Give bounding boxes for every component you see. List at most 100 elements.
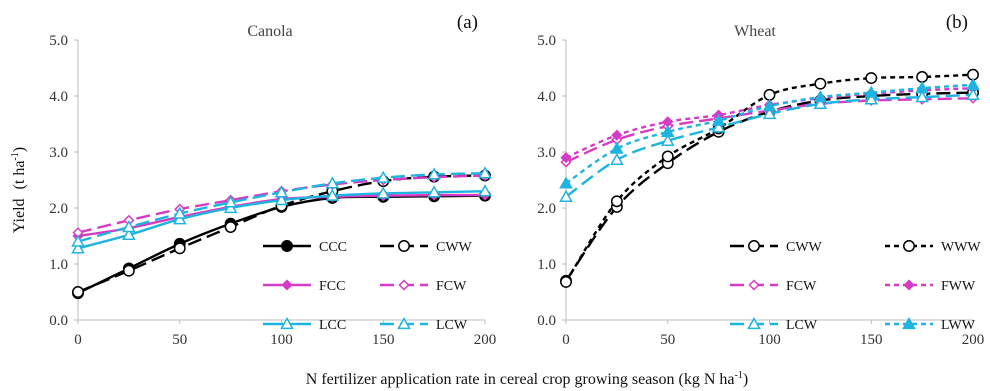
x-axis-label: N fertilizer application rate in cereal …: [306, 370, 748, 388]
legend-item-cww: CWW: [380, 240, 473, 255]
data-point: [559, 176, 573, 189]
legend-marker: [902, 316, 916, 330]
data-point: [915, 81, 929, 94]
legend-item-lcc: LCC: [263, 316, 346, 333]
y-tick-label: 2.0: [49, 201, 68, 217]
legend-label: FWW: [941, 279, 976, 294]
data-point: [478, 184, 492, 197]
data-point: [223, 195, 238, 208]
legend-label: FCC: [319, 279, 345, 294]
data-point: [762, 99, 777, 112]
y-tick-label: 1.0: [49, 257, 68, 273]
data-point: [122, 264, 135, 277]
x-tick-label: 200: [474, 332, 497, 348]
legend-label: CWW: [786, 240, 823, 255]
data-point: [376, 170, 391, 183]
data-point: [427, 185, 441, 198]
legend-marker: [397, 316, 411, 330]
data-point: [376, 186, 391, 199]
legend: CWW WWW FCW FWW LCW LWW: [730, 240, 981, 333]
legend-item-cww: CWW: [730, 240, 823, 255]
legend-marker: [747, 316, 761, 330]
legend-marker: [281, 279, 293, 291]
legend-marker: [748, 279, 760, 291]
data-point: [814, 77, 827, 90]
legend-item-lww: LWW: [885, 316, 976, 333]
legend-item-fww: FWW: [885, 279, 976, 294]
data-point: [72, 286, 84, 298]
wheat-panel: 0.0 1.0 2.0 3.0 4.0 5.0 0 50 100 150 200 Wheat (b) CW…: [537, 12, 984, 348]
legend-label: FCW: [436, 279, 467, 294]
data-point: [711, 113, 726, 126]
y-tick-label: 5.0: [49, 33, 68, 49]
legend-label: LCC: [319, 318, 346, 333]
data-point: [762, 106, 777, 120]
x-tick-label: 100: [270, 332, 293, 348]
legend-item-lcw: LCW: [730, 316, 818, 333]
canola-panel: 0.0 1.0 2.0 3.0 4.0 5.0 0 50 100 150 200 Canola (a) C…: [49, 12, 496, 348]
legend-item-lcw: LCW: [380, 316, 468, 333]
data-point: [478, 166, 492, 179]
data-point: [763, 88, 776, 101]
legend-label: WWW: [941, 240, 981, 255]
y-tick-label: 4.0: [537, 89, 556, 105]
x-tick-label: 0: [74, 332, 82, 348]
data-point: [864, 92, 879, 105]
x-tick-label: 150: [372, 332, 395, 348]
panel-title: Wheat: [734, 23, 776, 40]
data-point: [122, 219, 136, 233]
legend-item-www: WWW: [885, 240, 981, 255]
data-point: [611, 129, 623, 141]
legend: CCC CWW FCC FCW LCC LCW: [263, 240, 473, 333]
data-point: [122, 227, 136, 241]
data-point: [610, 195, 623, 208]
legend-item-fcw: FCW: [730, 279, 817, 294]
data-point: [813, 90, 828, 103]
legend-label: CCC: [319, 240, 347, 255]
y-tick-label: 0.0: [49, 313, 68, 329]
data-point: [610, 141, 624, 154]
legend-label: LWW: [941, 318, 976, 333]
data-point: [865, 72, 878, 85]
data-point: [610, 152, 624, 165]
data-point: [274, 193, 289, 206]
series-lcc: [71, 184, 492, 254]
x-tick-label: 0: [562, 332, 570, 348]
y-tick-label: 1.0: [537, 257, 556, 273]
legend-label: LCW: [436, 318, 468, 333]
legend-item-fcc: FCC: [263, 279, 345, 294]
legend-item-fcw: FCW: [380, 279, 467, 294]
x-tick-label: 150: [860, 332, 883, 348]
legend-marker: [281, 240, 293, 252]
data-point: [966, 87, 980, 101]
legend-marker: [398, 240, 410, 252]
data-point: [966, 77, 980, 90]
data-point: [560, 152, 572, 164]
legend-marker: [398, 279, 410, 291]
x-tick-label: 50: [172, 332, 187, 348]
data-point: [916, 71, 929, 83]
legend-item-ccc: CCC: [263, 240, 347, 255]
series-lcw: [559, 87, 980, 202]
series-lww: [559, 77, 980, 189]
legend-marker: [903, 240, 915, 252]
data-point: [711, 120, 726, 133]
legend-label: LCW: [786, 318, 818, 333]
data-point: [325, 176, 340, 189]
legend-label: FCW: [786, 279, 817, 294]
data-point: [864, 85, 879, 98]
data-point: [660, 124, 675, 137]
x-tick-label: 50: [660, 332, 675, 348]
data-point: [325, 188, 340, 201]
y-tick-label: 4.0: [49, 89, 68, 105]
y-tick-label: 2.0: [537, 201, 556, 217]
y-tick-label: 3.0: [537, 145, 556, 161]
data-point: [274, 185, 289, 198]
data-point: [71, 241, 85, 254]
data-point: [915, 90, 929, 103]
y-tick-label: 3.0: [49, 145, 68, 161]
panel-tag: (b): [946, 12, 968, 33]
series-line-www: [564, 73, 974, 283]
y-tick-label: 5.0: [537, 33, 556, 49]
